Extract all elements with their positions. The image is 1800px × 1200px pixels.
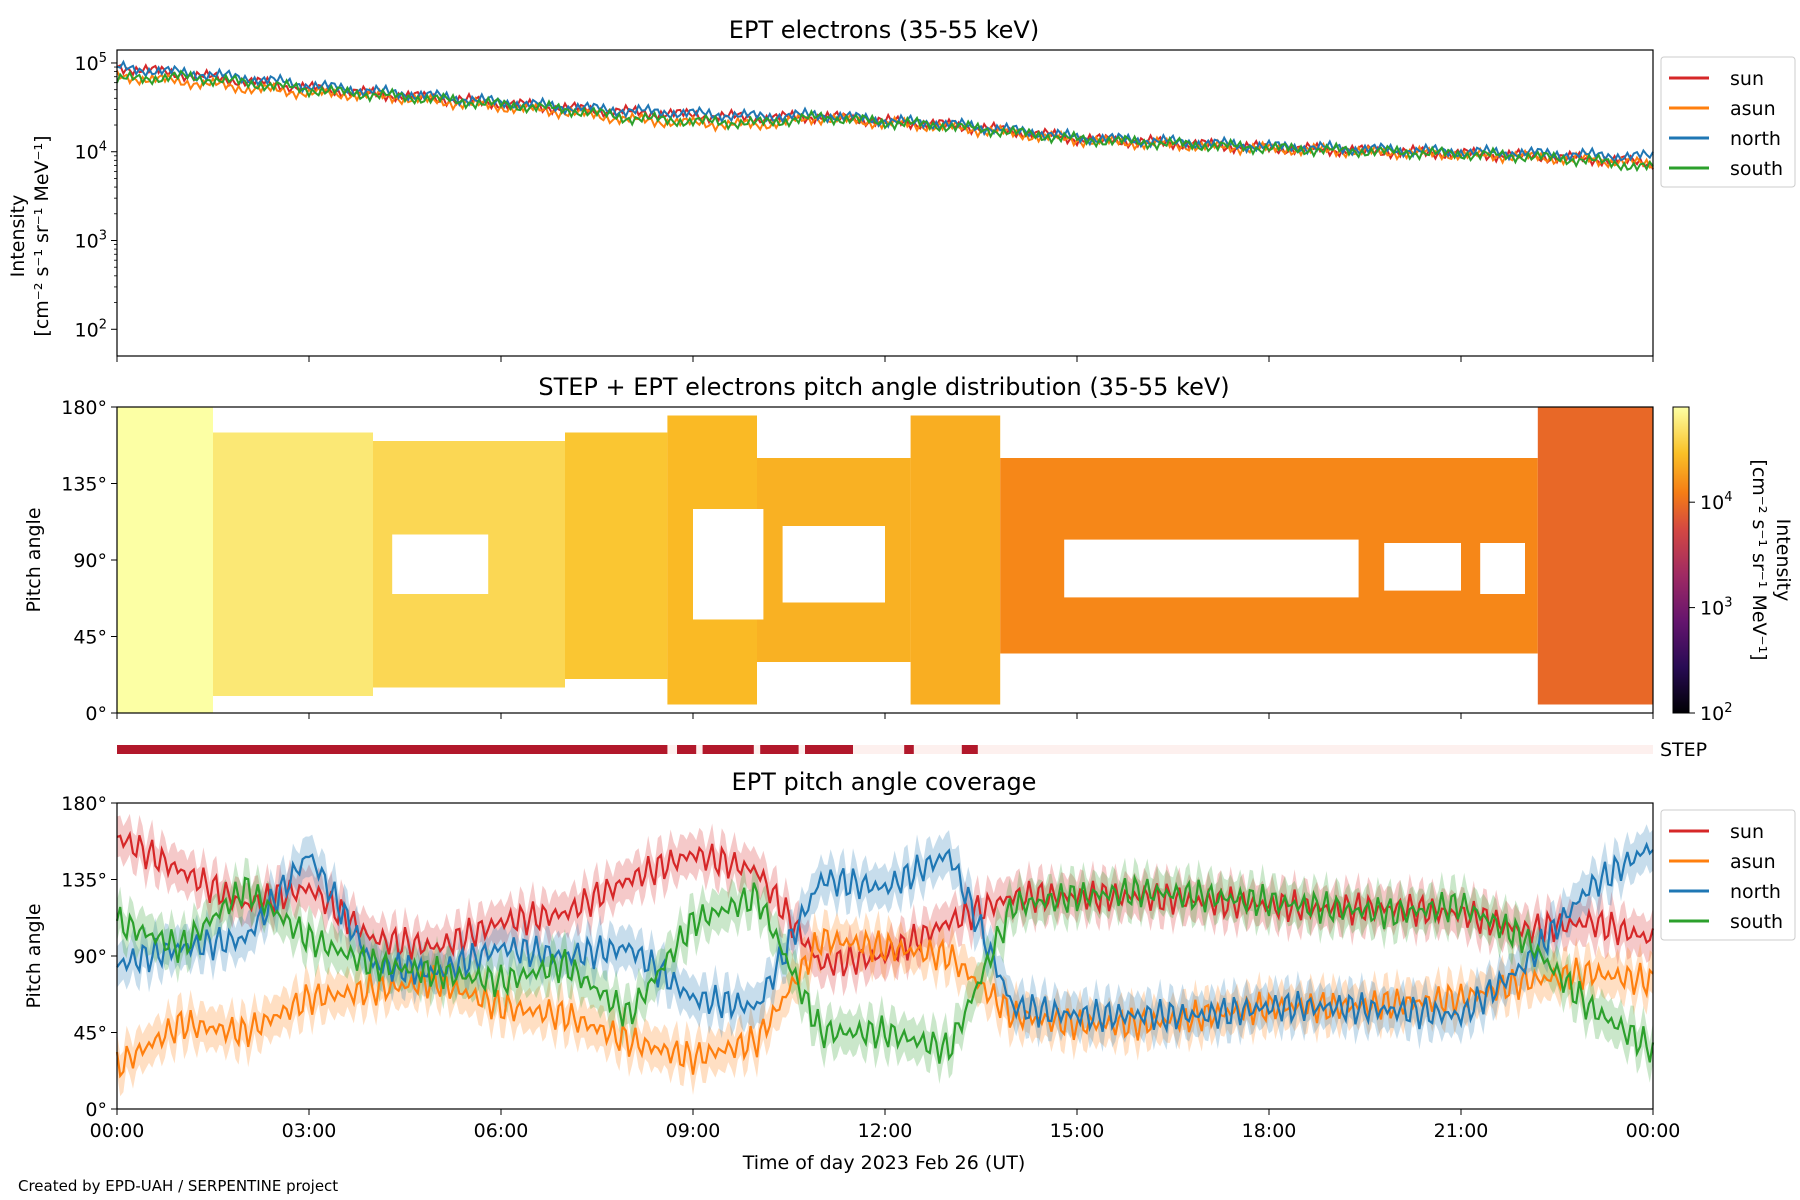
credit-text: Created by EPD-UAH / SERPENTINE project — [18, 1177, 338, 1195]
pad-gap — [1480, 543, 1525, 594]
legend-label-asun: asun — [1730, 98, 1776, 120]
pad-coverage-band — [910, 415, 1001, 705]
legend-label-north: north — [1730, 128, 1781, 150]
panel3-frame — [116, 802, 1654, 1110]
ytick-label: 104 — [75, 140, 107, 164]
ytick-label: 135° — [61, 474, 107, 496]
colorbar-tick-exponent: 2 — [1724, 701, 1732, 716]
step-bars — [117, 745, 978, 754]
legend-label-sun: sun — [1730, 821, 1764, 843]
ytick-label: 0° — [85, 703, 107, 725]
coverage-line-sun — [116, 830, 1655, 977]
ytick-label: 0° — [85, 1099, 107, 1121]
legend-label-asun: asun — [1730, 851, 1776, 873]
panel2-frame — [116, 406, 1654, 714]
ytick-label: 135° — [61, 870, 107, 892]
coverage-line-south — [115, 873, 1655, 1064]
colorbar-label-line1: Intensity — [1772, 519, 1794, 602]
step-bar — [117, 745, 668, 754]
ytick-label: 180° — [61, 793, 107, 815]
pad-coverage-band — [1537, 407, 1653, 705]
intensity-series-group — [116, 59, 1654, 173]
ytick-exponent: 3 — [99, 229, 107, 244]
xtick-label: 12:00 — [858, 1120, 913, 1142]
ytick-label: 45° — [73, 1023, 107, 1045]
legend-label-sun: sun — [1730, 68, 1764, 90]
intensity-line-south — [116, 69, 1654, 173]
pad-gap — [1064, 539, 1359, 598]
colorbar: 102 103 104 Intensity [cm⁻² s⁻¹ sr⁻¹ MeV⁻¹… — [1672, 406, 1794, 725]
ytick-label: 45° — [73, 627, 107, 649]
xtick-label: 15:00 — [1050, 1120, 1105, 1142]
legend-box — [1660, 56, 1796, 188]
step-bar — [805, 745, 853, 754]
pad-gap — [1384, 543, 1461, 591]
colorbar-label-line2: [cm⁻² s⁻¹ sr⁻¹ MeV⁻¹] — [1748, 459, 1770, 660]
xtick-label: 00:00 — [1626, 1120, 1681, 1142]
panel1-frame — [116, 49, 1654, 357]
coverage-legend: sun asun north south — [1660, 809, 1796, 941]
colorbar-gradient — [1672, 406, 1690, 714]
colorbar-ticks: 102 103 104 — [1689, 490, 1732, 725]
x-axis-label: Time of day 2023 Feb 26 (UT) — [742, 1152, 1026, 1174]
step-bar — [677, 745, 697, 754]
intensity-axes: 102 103 104 105 — [75, 51, 1654, 362]
panel3-ylabel: Pitch angle — [23, 903, 45, 1008]
pad-gap — [782, 526, 885, 603]
legend-label-north: north — [1730, 881, 1781, 903]
ytick-label: 103 — [75, 229, 107, 253]
xtick-label: 00:00 — [90, 1120, 145, 1142]
step-availability-strip: STEP — [117, 739, 1707, 761]
ytick-exponent: 2 — [99, 317, 107, 332]
colorbar-tick-label: 102 — [1700, 701, 1732, 725]
colorbar-tick-label: 103 — [1700, 596, 1732, 620]
colorbar-tick-exponent: 4 — [1724, 490, 1732, 505]
ytick-exponent: 5 — [99, 51, 107, 66]
xtick-label: 09:00 — [666, 1120, 721, 1142]
ytick-label: 105 — [75, 51, 107, 75]
xtick-label: 06:00 — [474, 1120, 529, 1142]
intensity-panel: EPT electrons (35-55 keV) 102 103 104 105 I… — [7, 16, 1796, 362]
panel1-ylabel-line1: Intensity — [7, 195, 29, 278]
intensity-legend: sun asun north south — [1660, 56, 1796, 188]
xtick-label: 18:00 — [1242, 1120, 1297, 1142]
legend-box — [1660, 809, 1796, 941]
panel3-title: EPT pitch angle coverage — [732, 768, 1037, 796]
xtick-label: 03:00 — [282, 1120, 337, 1142]
panel1-ylabel-line2: [cm⁻² s⁻¹ sr⁻¹ MeV⁻¹] — [31, 135, 53, 336]
ytick-label: 90° — [73, 550, 107, 572]
ytick-label: 102 — [75, 317, 107, 341]
colorbar-tick-exponent: 3 — [1724, 596, 1732, 611]
coverage-series-group — [115, 813, 1655, 1097]
ytick-label: 180° — [61, 397, 107, 419]
pitch-angle-coverage-panel: EPT pitch angle coverage 0° 45° 90° 135° 180… — [23, 768, 1796, 1174]
panel2-ylabel: Pitch angle — [23, 507, 45, 612]
coverage-line-asun — [115, 928, 1654, 1079]
panel2-title: STEP + EPT electrons pitch angle distrib… — [538, 373, 1229, 401]
pad-axes: 0° 45° 90° 135° 180° — [61, 397, 1654, 725]
step-bar — [702, 745, 754, 754]
step-bar — [760, 745, 799, 754]
pad-heatmap — [117, 407, 1653, 713]
step-bar — [904, 745, 914, 754]
pad-coverage-band — [213, 432, 373, 696]
ytick-label: 90° — [73, 946, 107, 968]
legend-label-south: south — [1730, 158, 1783, 180]
coverage-axes: 0° 45° 90° 135° 180° 00:00 03:00 06:00 09:00 12:0… — [61, 793, 1680, 1142]
legend-label-south: south — [1730, 911, 1783, 933]
step-strip-background — [117, 745, 1653, 754]
pitch-angle-distribution-panel: STEP + EPT electrons pitch angle distrib… — [23, 373, 1794, 725]
colorbar-tick-label: 104 — [1700, 490, 1732, 514]
pad-gap — [392, 534, 489, 594]
panel1-title: EPT electrons (35-55 keV) — [729, 16, 1039, 44]
step-bar — [961, 745, 978, 754]
pad-coverage-band — [117, 407, 213, 713]
step-label: STEP — [1660, 739, 1707, 761]
ytick-exponent: 4 — [99, 140, 107, 155]
xtick-label: 21:00 — [1434, 1120, 1489, 1142]
pad-gap — [693, 509, 764, 620]
pad-coverage-band — [565, 432, 668, 679]
coverage-line-north — [116, 841, 1654, 1034]
